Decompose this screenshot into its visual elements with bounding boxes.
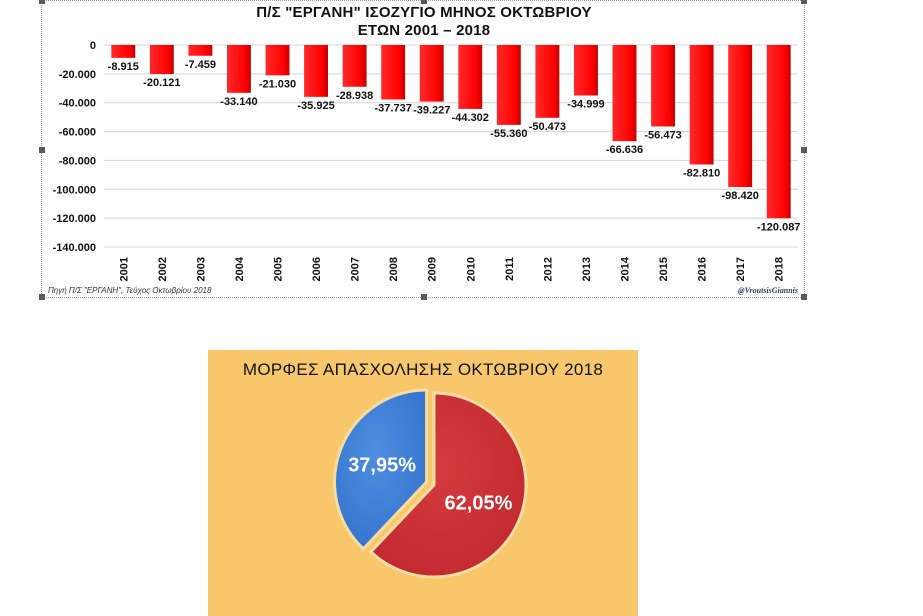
data-label: -37.737 [375,102,412,114]
data-label: -21.030 [259,78,296,90]
resize-handle-top-right[interactable] [801,0,807,4]
data-label: -8.915 [108,61,139,73]
pie-slice-label: 37,95% [348,454,416,476]
bar-chart-panel: Π/Σ "ΕΡΓΑΝΗ" ΙΣΟΖΥΓΙΟ ΜΗΝΟΣ ΟΚΤΩΒΡΙΟΥ ΕΤ… [39,0,807,300]
x-tick-label: 2001 [118,257,130,281]
x-tick-label: 2011 [504,257,516,281]
data-label: -56.473 [644,129,681,141]
x-tick-label: 2018 [774,257,786,281]
bar [188,45,213,56]
y-tick-label: -60.000 [59,127,96,139]
bar [535,45,560,118]
resize-handle-bottom-left[interactable] [39,294,45,300]
bar-chart-title: Π/Σ "ΕΡΓΑΝΗ" ΙΣΟΖΥΓΙΟ ΜΗΝΟΣ ΟΚΤΩΒΡΙΟΥ [256,4,592,21]
x-tick-label: 2009 [427,257,439,281]
data-label: -28.938 [336,90,373,102]
y-tick-label: -80.000 [59,155,96,167]
resize-handle-right[interactable] [801,147,807,153]
resize-handle-bottom[interactable] [421,294,427,300]
x-tick-label: 2005 [273,257,285,281]
bar-chart-plot: 0 -20.000 -40.000 -60.000 -80.000 -100.000 -12… [53,40,801,281]
resize-handle-bottom-right[interactable] [801,294,807,300]
x-tick-label: 2010 [465,257,477,281]
data-label: -66.636 [606,144,643,156]
y-tick-label: -120.000 [53,213,96,225]
bar [573,45,598,96]
data-label: -50.473 [529,121,566,133]
bar [651,45,676,127]
data-label: -98.420 [722,190,759,202]
resize-handle-top[interactable] [421,0,427,4]
resize-handle-top-left[interactable] [39,0,45,4]
author-credit: @VroutsisGiannis [737,286,798,295]
bar [265,45,290,76]
bar [689,45,714,165]
pie-chart-panel: ΜΟΡΦΕΣ ΑΠΑΣΧΟΛΗΣΗΣ ΟΚΤΩΒΡΙΟΥ 2018 62,05%… [208,350,638,616]
y-tick-label: -20.000 [59,69,96,81]
pie-chart-plot: 62,05% 37,95% [333,388,528,579]
x-tick-label: 2003 [195,257,207,281]
bar [419,45,444,102]
bar [226,45,251,93]
data-label: -55.360 [490,128,527,140]
pie-slice [333,388,429,552]
bar [304,45,329,97]
bar [612,45,637,142]
data-label: -120.087 [757,221,800,233]
x-tick-label: 2017 [735,257,747,281]
y-tick-label: -140.000 [53,242,96,254]
bar [766,45,791,219]
data-label: -34.999 [567,98,604,110]
data-label: -82.810 [683,167,720,179]
bar [149,45,174,75]
data-label: -35.925 [297,100,334,112]
x-tick-label: 2006 [311,257,323,281]
data-label: -33.140 [220,96,257,108]
x-tick-label: 2012 [542,257,554,281]
pie-slice [368,391,528,579]
bar-chart-subtitle: ΕΤΩΝ 2001 – 2018 [357,22,491,39]
pie-slice-label: 62,05% [445,493,513,515]
y-tick-label: -40.000 [59,98,96,110]
data-label: -44.302 [452,112,489,124]
x-tick-label: 2007 [350,257,362,281]
x-tick-label: 2013 [581,257,593,281]
bar [728,45,753,188]
data-label: -20.121 [143,77,180,89]
x-tick-label: 2008 [388,257,400,281]
y-tick-label: -100.000 [53,184,96,196]
source-note: Πηγή Π/Σ "ΕΡΓΑΝΗ", Τεύχος Οκτωβρίου 2018 [48,286,212,295]
bar [458,45,483,109]
x-tick-label: 2014 [620,256,632,281]
resize-handle-left[interactable] [39,147,45,153]
x-tick-label: 2015 [658,257,670,281]
bar [381,45,406,100]
bar [496,45,521,125]
y-tick-label: 0 [90,40,96,52]
data-label: -7.459 [185,59,216,71]
bar [111,45,136,58]
data-label: -39.227 [413,105,450,117]
x-tick-label: 2016 [697,257,709,281]
bar [342,45,367,87]
x-tick-label: 2004 [234,256,246,281]
x-tick-label: 2002 [157,257,169,281]
pie-chart-title: ΜΟΡΦΕΣ ΑΠΑΣΧΟΛΗΣΗΣ ΟΚΤΩΒΡΙΟΥ 2018 [242,360,604,379]
